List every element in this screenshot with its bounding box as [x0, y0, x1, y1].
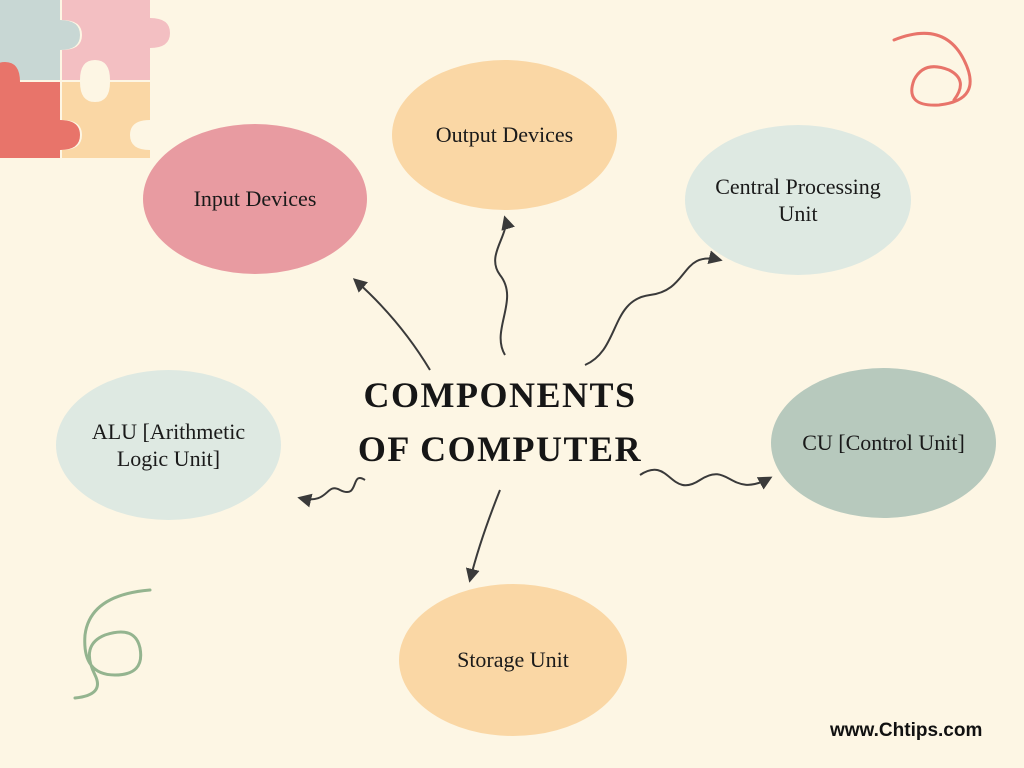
node-label: Input Devices — [194, 185, 317, 213]
infographic-canvas: COMPONENTS OF COMPUTER Input Devices Out… — [0, 0, 1024, 768]
node-label: Storage Unit — [457, 646, 569, 674]
watermark-text: www.Chtips.com — [830, 720, 982, 742]
node-alu: ALU [Arithmetic Logic Unit] — [56, 370, 281, 520]
node-label: Central Processing Unit — [699, 173, 897, 228]
diagram-title: COMPONENTS OF COMPUTER — [300, 368, 700, 476]
node-label: ALU [Arithmetic Logic Unit] — [70, 418, 267, 473]
title-line-1: COMPONENTS — [300, 368, 700, 422]
node-label: CU [Control Unit] — [802, 429, 965, 457]
node-storage: Storage Unit — [399, 584, 627, 736]
node-output-devices: Output Devices — [392, 60, 617, 210]
title-line-2: OF COMPUTER — [300, 422, 700, 476]
node-input-devices: Input Devices — [143, 124, 367, 274]
node-cu: CU [Control Unit] — [771, 368, 996, 518]
node-cpu: Central Processing Unit — [685, 125, 911, 275]
node-label: Output Devices — [436, 121, 573, 149]
